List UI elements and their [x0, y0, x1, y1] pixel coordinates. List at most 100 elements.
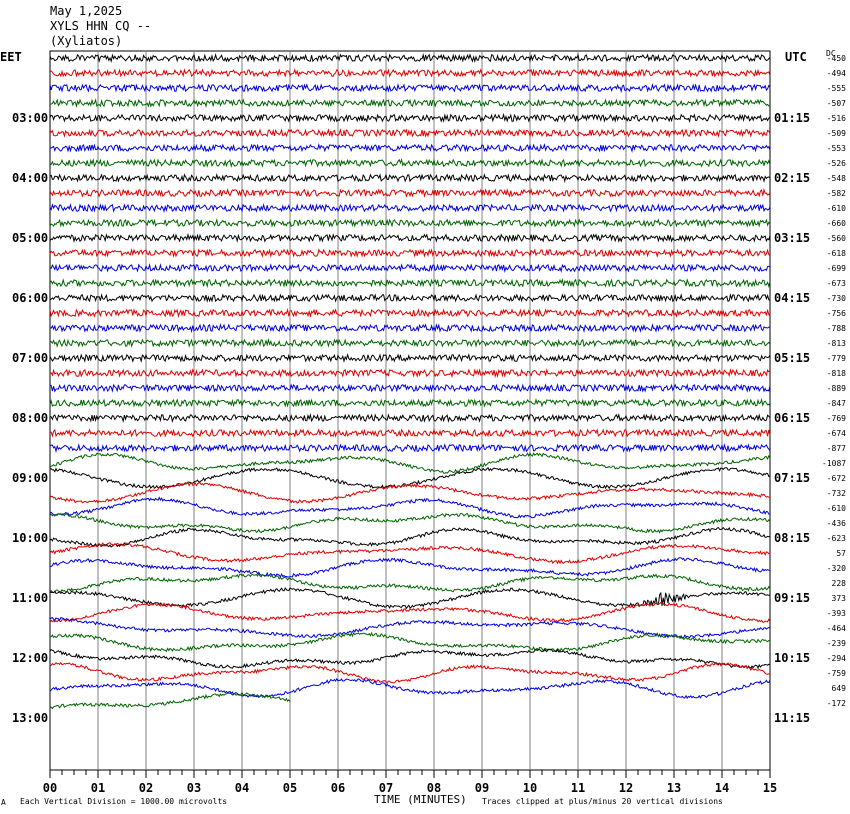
- dc-offset-label: -393: [826, 609, 846, 618]
- seismic-trace: [49, 557, 771, 578]
- x-tick-label: 15: [763, 781, 777, 795]
- dc-offset-label: -730: [826, 294, 846, 303]
- right-hour-label: 07:15: [774, 471, 811, 485]
- dc-offset-label: -889: [826, 384, 846, 393]
- dc-offset-label: -660: [826, 219, 846, 228]
- seismic-trace: [49, 323, 771, 334]
- dc-offset-label: -672: [826, 474, 846, 483]
- seismic-trace: [49, 648, 771, 670]
- seismic-trace: [49, 496, 771, 519]
- dc-offset-label: -759: [826, 669, 846, 678]
- dc-offset-label: -320: [826, 564, 846, 573]
- dc-offset-label: 373: [831, 594, 846, 603]
- seismic-traces: [49, 52, 771, 710]
- left-hour-label: 13:00: [12, 711, 49, 725]
- right-hour-label: 03:15: [774, 231, 811, 245]
- dc-offset-header: DC: [826, 49, 836, 58]
- seismic-trace: [49, 98, 770, 109]
- dc-offset-label: -507: [826, 99, 846, 108]
- seismic-trace: [49, 353, 771, 364]
- dc-offset-label: -674: [826, 429, 846, 438]
- seismic-trace: [49, 661, 771, 684]
- dc-offset-label: -699: [826, 264, 846, 273]
- dc-offset-label: -555: [826, 84, 846, 93]
- dc-offset-label: -877: [826, 444, 846, 453]
- dc-offset-label: -509: [826, 129, 846, 138]
- station-code: XYLS HHN CQ --: [50, 19, 152, 33]
- left-hour-label: 10:00: [12, 531, 49, 545]
- seismic-trace: [49, 452, 771, 474]
- x-tick-label: 00: [43, 781, 57, 795]
- dc-offset-label: -673: [826, 279, 846, 288]
- seismic-trace: [49, 382, 771, 393]
- dc-offset-label: -788: [826, 324, 846, 333]
- right-hour-label: 06:15: [774, 411, 811, 425]
- minute-gridlines: [49, 50, 771, 771]
- x-tick-label: 12: [619, 781, 633, 795]
- seismic-trace: [49, 601, 771, 623]
- seismic-trace: [49, 188, 771, 199]
- seismic-trace: [49, 232, 771, 243]
- right-hour-label: 04:15: [774, 291, 811, 305]
- x-tick-label: 04: [235, 781, 249, 795]
- dc-offset-label: -623: [826, 534, 846, 543]
- seismic-trace: [49, 616, 771, 639]
- x-tick-label: 02: [139, 781, 153, 795]
- dc-offset-label: -172: [826, 699, 846, 708]
- seismic-trace: [49, 173, 771, 184]
- dc-offset-label: 649: [831, 684, 846, 693]
- left-hour-label: 03:00: [12, 111, 49, 125]
- dc-offset-label: -560: [826, 234, 846, 243]
- left-timezone-label: EET: [0, 50, 22, 64]
- dc-offset-label: -618: [826, 249, 846, 258]
- dc-offset-label: -450: [826, 54, 846, 63]
- seismic-trace: [49, 143, 771, 154]
- dc-offset-label: -436: [826, 519, 846, 528]
- clip-note: Traces clipped at plus/minus 20 vertical…: [482, 797, 723, 806]
- dc-offset-label: 228: [831, 579, 846, 588]
- seismic-trace: [49, 587, 771, 610]
- seismic-trace: [49, 218, 771, 229]
- seismic-trace: [49, 481, 771, 504]
- seismic-trace: [49, 263, 771, 273]
- seismic-trace: [49, 68, 771, 78]
- right-timezone-label: UTC: [785, 50, 807, 64]
- right-hour-label: 01:15: [774, 111, 811, 125]
- time-axis: 00 01 02 03 04 05 06 07 08 09 10 11 12 13 14 15: [43, 770, 777, 795]
- seismic-trace: [49, 542, 771, 565]
- right-hour-label: 10:15: [774, 651, 811, 665]
- station-location: (Xyliatos): [50, 34, 123, 48]
- seismic-trace: [49, 368, 771, 379]
- right-hour-label: 08:15: [774, 531, 811, 545]
- seismic-trace: [49, 248, 771, 258]
- seismic-trace: [49, 158, 771, 169]
- dc-offset-label: -769: [826, 414, 846, 423]
- x-tick-label: 09: [475, 781, 489, 795]
- dc-offset-label: -294: [826, 654, 846, 663]
- left-hour-label: 08:00: [12, 411, 49, 425]
- dc-offset-label: -494: [826, 69, 846, 78]
- seismic-trace: [49, 512, 771, 534]
- seismic-trace: [49, 443, 771, 454]
- dc-offset-label: -582: [826, 189, 846, 198]
- seismic-trace: [49, 526, 771, 548]
- x-tick-label: 05: [283, 781, 297, 795]
- seismic-trace: [49, 293, 771, 303]
- dc-offset-label: -756: [826, 309, 846, 318]
- dc-offset-label: -779: [826, 354, 846, 363]
- corner-mark: A: [1, 798, 6, 807]
- dc-offset-label: -516: [826, 114, 846, 123]
- x-tick-label: 08: [427, 781, 441, 795]
- right-hour-label: 02:15: [774, 171, 811, 185]
- seismic-trace: [49, 277, 771, 289]
- x-tick-label: 03: [187, 781, 201, 795]
- seismic-trace: [50, 428, 771, 438]
- x-tick-label: 13: [667, 781, 681, 795]
- left-hour-label: 05:00: [12, 231, 49, 245]
- x-tick-label: 10: [523, 781, 537, 795]
- x-tick-label: 11: [571, 781, 585, 795]
- x-tick-label: 07: [379, 781, 393, 795]
- x-tick-label: 14: [715, 781, 729, 795]
- seismic-trace: [49, 82, 771, 94]
